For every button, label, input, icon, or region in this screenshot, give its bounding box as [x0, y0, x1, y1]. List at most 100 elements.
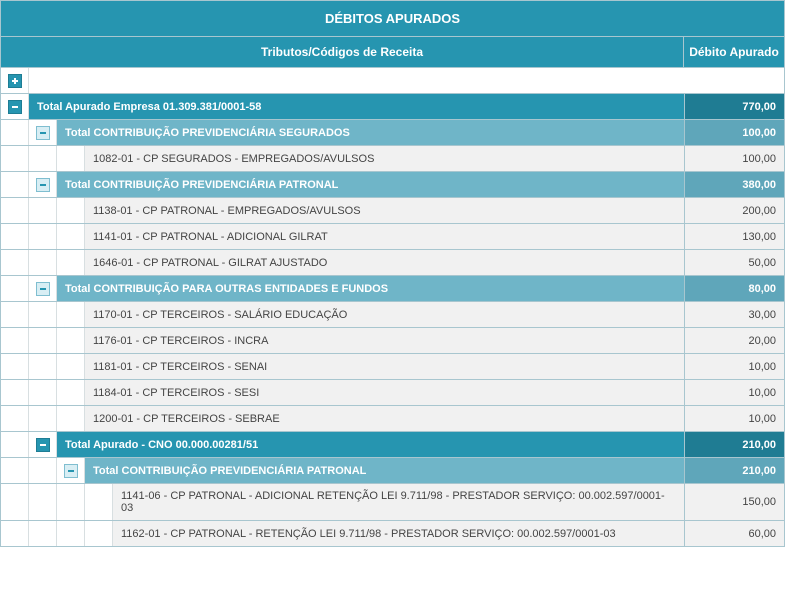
table-row: 1141-06 - CP PATRONAL - ADICIONAL RETENÇ… [0, 484, 785, 521]
toggle-cell [57, 458, 85, 483]
table-row: 1200-01 - CP TERCEIROS - SEBRAE10,00 [0, 406, 785, 432]
indent-cell [1, 120, 29, 145]
header-code: Tributos/Códigos de Receita [1, 37, 684, 67]
table-row: 1170-01 - CP TERCEIROS - SALÁRIO EDUCAÇÃ… [0, 302, 785, 328]
indent-cell [1, 328, 29, 353]
indent-cell [1, 146, 29, 171]
table-row: Total CONTRIBUIÇÃO PREVIDENCIÁRIA PATRON… [0, 458, 785, 484]
row-value: 130,00 [684, 224, 784, 249]
indent-cell [1, 432, 29, 457]
indent-cell [57, 328, 85, 353]
collapse-group-button[interactable] [64, 464, 78, 478]
toggle-cell [1, 94, 29, 119]
indent-cell [29, 380, 57, 405]
indent-cell [1, 458, 29, 483]
table-row: 1082-01 - CP SEGURADOS - EMPREGADOS/AVUL… [0, 146, 785, 172]
table-row: Total Apurado Empresa 01.309.381/0001-58… [0, 94, 785, 120]
table-row: 1176-01 - CP TERCEIROS - INCRA20,00 [0, 328, 785, 354]
toggle-cell [29, 432, 57, 457]
indent-cell [57, 146, 85, 171]
row-value: 380,00 [684, 172, 784, 197]
indent-cell [1, 276, 29, 301]
row-value: 210,00 [684, 458, 784, 483]
indent-cell [29, 354, 57, 379]
table-row: Total CONTRIBUIÇÃO PREVIDENCIÁRIA SEGURA… [0, 120, 785, 146]
row-value: 80,00 [684, 276, 784, 301]
row-value: 10,00 [684, 354, 784, 379]
row-value: 60,00 [684, 521, 784, 546]
indent-cell [57, 302, 85, 327]
row-value: 20,00 [684, 328, 784, 353]
expand-all-button[interactable] [8, 74, 22, 88]
row-value: 10,00 [684, 380, 784, 405]
collapse-section-button[interactable] [8, 100, 22, 114]
table-row: Total Apurado - CNO 00.000.00281/51210,0… [0, 432, 785, 458]
row-label: 1170-01 - CP TERCEIROS - SALÁRIO EDUCAÇÃ… [85, 302, 684, 327]
indent-cell [1, 484, 29, 520]
row-label: Total Apurado Empresa 01.309.381/0001-58 [29, 94, 684, 119]
column-headers: Tributos/Códigos de Receita Débito Apura… [0, 37, 785, 68]
indent-cell [29, 198, 57, 223]
row-label: 1082-01 - CP SEGURADOS - EMPREGADOS/AVUL… [85, 146, 684, 171]
row-label: Total CONTRIBUIÇÃO PREVIDENCIÁRIA SEGURA… [57, 120, 684, 145]
indent-cell [85, 484, 113, 520]
indent-cell [57, 250, 85, 275]
indent-cell [1, 198, 29, 223]
toggle-cell [29, 276, 57, 301]
indent-cell [1, 521, 29, 546]
indent-cell [57, 521, 85, 546]
indent-cell [1, 380, 29, 405]
table-row: Total CONTRIBUIÇÃO PREVIDENCIÁRIA PATRON… [0, 172, 785, 198]
row-label: Total CONTRIBUIÇÃO PARA OUTRAS ENTIDADES… [57, 276, 684, 301]
header-value: Débito Apurado [684, 37, 784, 67]
row-value: 150,00 [684, 484, 784, 520]
table-row: 1646-01 - CP PATRONAL - GILRAT AJUSTADO5… [0, 250, 785, 276]
indent-cell [29, 484, 57, 520]
collapse-section-button[interactable] [36, 438, 50, 452]
row-value: 210,00 [684, 432, 784, 457]
title-text: DÉBITOS APURADOS [325, 11, 460, 26]
table-row: 1181-01 - CP TERCEIROS - SENAI10,00 [0, 354, 785, 380]
row-value: 770,00 [684, 94, 784, 119]
row-label: 1138-01 - CP PATRONAL - EMPREGADOS/AVULS… [85, 198, 684, 223]
indent-cell [29, 224, 57, 249]
indent-cell [57, 406, 85, 431]
indent-cell [29, 146, 57, 171]
indent-cell [1, 224, 29, 249]
row-label: 1141-01 - CP PATRONAL - ADICIONAL GILRAT [85, 224, 684, 249]
indent-cell [29, 521, 57, 546]
table-row: 1138-01 - CP PATRONAL - EMPREGADOS/AVULS… [0, 198, 785, 224]
indent-cell [1, 354, 29, 379]
table-row: Total CONTRIBUIÇÃO PARA OUTRAS ENTIDADES… [0, 276, 785, 302]
indent-cell [29, 250, 57, 275]
indent-cell [57, 380, 85, 405]
spacer-cell [29, 68, 784, 93]
indent-cell [29, 302, 57, 327]
row-value: 50,00 [684, 250, 784, 275]
indent-cell [57, 224, 85, 249]
collapse-group-button[interactable] [36, 126, 50, 140]
row-value: 10,00 [684, 406, 784, 431]
indent-cell [57, 198, 85, 223]
table-row [0, 68, 785, 94]
indent-cell [57, 354, 85, 379]
row-value: 100,00 [684, 146, 784, 171]
row-label: 1646-01 - CP PATRONAL - GILRAT AJUSTADO [85, 250, 684, 275]
indent-cell [29, 328, 57, 353]
row-label: 1176-01 - CP TERCEIROS - INCRA [85, 328, 684, 353]
indent-cell [1, 406, 29, 431]
indent-cell [1, 172, 29, 197]
table-row: 1141-01 - CP PATRONAL - ADICIONAL GILRAT… [0, 224, 785, 250]
row-label: 1200-01 - CP TERCEIROS - SEBRAE [85, 406, 684, 431]
indent-cell [1, 250, 29, 275]
expand-all-cell [1, 68, 29, 93]
toggle-cell [29, 172, 57, 197]
table-row: 1184-01 - CP TERCEIROS - SESI10,00 [0, 380, 785, 406]
indent-cell [29, 458, 57, 483]
row-label: Total CONTRIBUIÇÃO PREVIDENCIÁRIA PATRON… [85, 458, 684, 483]
row-value: 30,00 [684, 302, 784, 327]
indent-cell [85, 521, 113, 546]
row-label: 1184-01 - CP TERCEIROS - SESI [85, 380, 684, 405]
collapse-group-button[interactable] [36, 178, 50, 192]
collapse-group-button[interactable] [36, 282, 50, 296]
